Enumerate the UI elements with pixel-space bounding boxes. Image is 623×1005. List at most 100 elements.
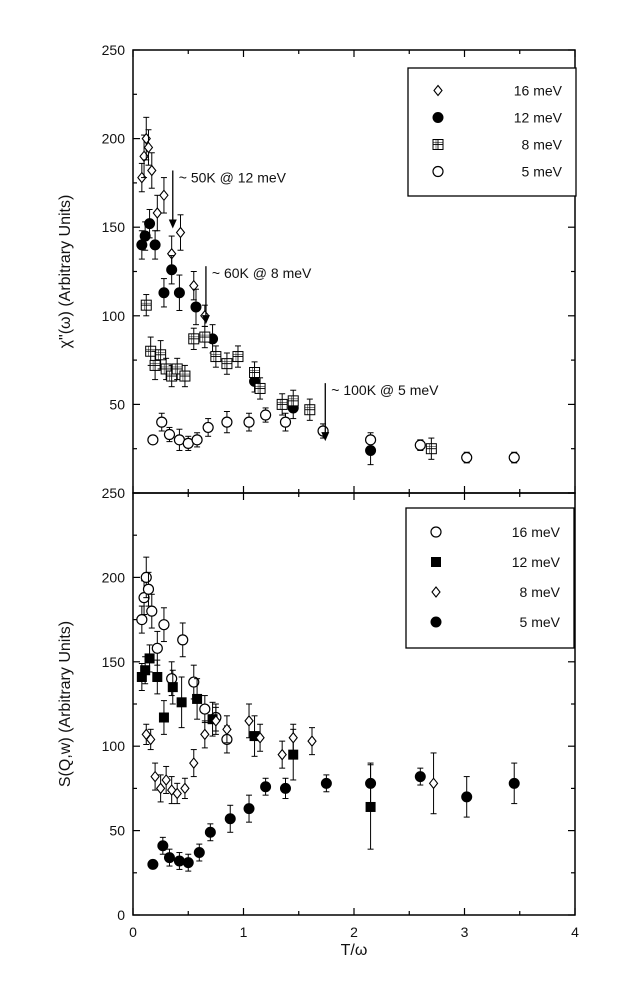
y-tick-label: 200: [102, 131, 126, 147]
data-point: [139, 230, 151, 242]
data-point: [172, 787, 182, 800]
data-point: [159, 189, 169, 202]
legend-marker: [430, 616, 442, 628]
data-point: [143, 141, 154, 154]
data-point: [243, 803, 255, 815]
data-point: [249, 367, 261, 379]
data-point: [163, 852, 175, 864]
series-16-meV: [137, 116, 210, 327]
data-point: [249, 731, 260, 742]
data-point: [307, 735, 317, 748]
top-panel-annotations: ~ 50K @ 12 meV ~ 60K @ 8 meV ~ 100K @ 5 me…: [168, 169, 439, 442]
data-point: [279, 782, 291, 794]
data-point: [188, 676, 200, 688]
bottom-panel-legend: 16 meV 12 meV 8 meV 5 meV: [405, 507, 575, 649]
x-tick-label: 2: [350, 924, 358, 940]
x-axis-label: T/ω: [341, 942, 368, 959]
legend-label: 8 meV: [522, 137, 563, 153]
series-5-meV: [147, 762, 520, 872]
data-point: [224, 813, 236, 825]
data-point: [461, 791, 473, 803]
data-point: [136, 613, 148, 626]
data-point: [157, 840, 169, 852]
data-point: [180, 782, 190, 795]
top-panel-ticks: 50 100 150 200 250: [102, 42, 576, 494]
bottom-panel-sqw: 0 50 100 150 200 250 0 1 2 3 4 16 meV 12 meV 8 meV 5 …: [57, 485, 579, 959]
data-point: [173, 855, 185, 867]
data-point: [182, 857, 194, 869]
y-tick-label: 50: [109, 823, 125, 839]
data-point: [222, 723, 232, 736]
legend-label: 16 meV: [512, 524, 561, 540]
data-point: [255, 731, 265, 744]
data-point: [158, 619, 170, 631]
data-point: [277, 748, 287, 761]
data-point: [140, 665, 151, 676]
data-point: [145, 733, 156, 746]
legend-marker: [432, 112, 444, 123]
data-point: [304, 404, 316, 416]
data-point: [243, 416, 255, 428]
data-point: [163, 428, 176, 441]
y-tick-label: 100: [102, 308, 126, 324]
data-point: [179, 370, 191, 382]
data-point: [221, 358, 233, 370]
data-point: [152, 671, 163, 682]
data-point: [461, 451, 473, 464]
y-tick-label: 50: [109, 396, 125, 412]
data-point: [149, 359, 161, 371]
legend-label: 12 meV: [514, 110, 563, 126]
data-point: [260, 781, 272, 793]
data-point: [425, 443, 437, 455]
top-panel-chi: 50 100 150 200 250 ~ 50K @ 12 meV ~ 60K @ 8 m…: [57, 42, 577, 494]
data-point: [167, 682, 178, 693]
data-point: [365, 801, 376, 812]
data-point: [276, 398, 288, 410]
data-point: [189, 279, 199, 292]
x-tick-label: 0: [129, 924, 137, 940]
y-tick-label: 100: [102, 738, 126, 754]
data-point: [146, 605, 158, 617]
arrow-head: [168, 219, 177, 229]
legend-label: 8 meV: [520, 584, 561, 600]
data-point: [147, 164, 157, 177]
data-point: [144, 653, 155, 664]
data-point: [279, 416, 292, 428]
bottom-panel-ticks: 0 50 100 150 200 250 0 1 2 3 4: [102, 485, 579, 940]
legend-marker: [431, 586, 441, 598]
data-point: [365, 777, 377, 789]
data-point: [173, 287, 185, 299]
data-point: [166, 264, 178, 276]
series-8-meV: [140, 294, 437, 460]
legend-label: 16 meV: [514, 83, 563, 99]
y-tick-label: 200: [102, 569, 126, 585]
annotation-label: ~ 60K @ 8 meV: [212, 265, 312, 281]
data-point: [136, 671, 147, 682]
series-12-meV: [136, 208, 377, 466]
data-point: [193, 847, 205, 859]
data-point: [428, 777, 439, 790]
data-point: [232, 351, 244, 363]
annotation-label: ~ 100K @ 5 meV: [331, 382, 439, 398]
data-point: [150, 770, 160, 783]
data-point: [160, 363, 172, 375]
arrow-head: [321, 432, 330, 442]
legend-marker: [430, 526, 442, 538]
legend-marker: [431, 557, 441, 567]
data-point: [188, 333, 200, 345]
x-tick-label: 3: [461, 924, 469, 940]
legend-marker: [433, 84, 443, 97]
data-point: [147, 858, 159, 870]
data-point: [151, 642, 163, 654]
data-point: [192, 693, 203, 704]
data-point: [190, 301, 202, 313]
data-point: [147, 434, 159, 446]
data-point: [364, 434, 377, 446]
data-point: [210, 351, 222, 363]
data-point: [200, 728, 210, 741]
data-point: [191, 434, 203, 446]
annotation-label: ~ 50K @ 12 meV: [179, 169, 287, 185]
top-panel-legend: 16 meV 12 meV 8 meV 5 meV: [407, 67, 577, 197]
annotation-arrow: ~ 100K @ 5 meV: [321, 382, 439, 442]
annotation-arrow: ~ 50K @ 12 meV: [168, 169, 287, 229]
